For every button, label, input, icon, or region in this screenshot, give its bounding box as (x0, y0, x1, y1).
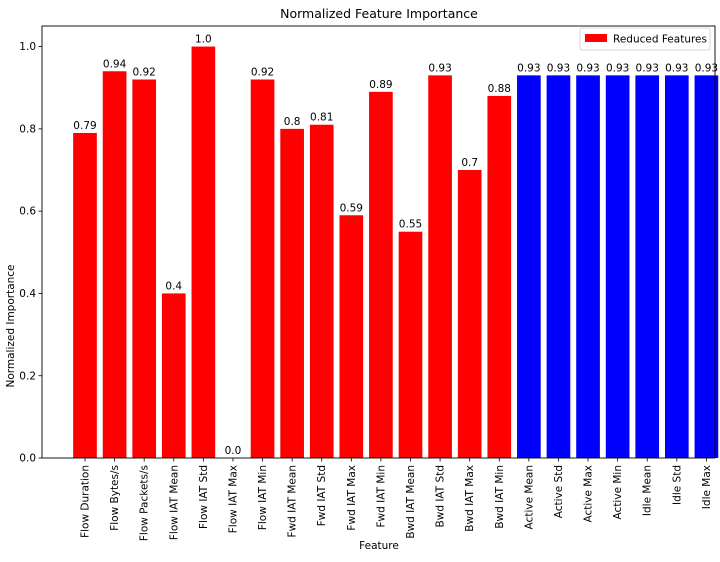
x-tick-label: Active Min (612, 465, 624, 519)
x-tick-label: Flow Bytes/s (109, 465, 121, 531)
bar-value-label: 0.55 (399, 219, 422, 231)
bar-value-label: 0.93 (606, 62, 629, 74)
bar (162, 293, 186, 458)
bar (280, 129, 304, 458)
bar (399, 232, 423, 458)
legend: Reduced Features (580, 28, 710, 50)
bar-value-label: 0.93 (547, 62, 570, 74)
x-tick-label: Flow IAT Max (227, 465, 239, 533)
y-tick-label: 0.4 (19, 288, 36, 300)
bar-value-label: 0.94 (103, 58, 127, 70)
bar (192, 47, 216, 458)
x-tick-label: Bwd IAT Mean (405, 465, 417, 539)
bar-value-label: 0.81 (310, 112, 333, 124)
y-axis: 0.0 0.2 0.4 0.6 0.8 1.0 (19, 41, 42, 464)
bar-value-label: 0.79 (73, 120, 96, 132)
bar (310, 125, 334, 458)
bar-value-label: 0.0 (225, 445, 242, 457)
x-tick-label: Active Std (553, 465, 565, 518)
x-tick-label: Fwd IAT Mean (287, 465, 299, 537)
bar (428, 75, 452, 458)
x-axis: Flow Duration Flow Bytes/s Flow Packets/s F… (80, 458, 720, 541)
bar (517, 75, 541, 458)
x-tick-label: Bwd IAT Std (435, 465, 447, 527)
y-axis-label: Normalized Importance (5, 264, 17, 387)
x-tick-label: Flow Duration (80, 465, 92, 538)
bar-value-label: 0.7 (461, 157, 478, 169)
bar (665, 75, 689, 458)
x-tick-label: Idle Mean (642, 465, 654, 516)
bar-value-label: 0.92 (132, 66, 155, 78)
bars-group (73, 47, 720, 458)
x-tick-label: Idle Max (701, 465, 713, 509)
x-tick-label: Flow IAT Std (198, 465, 210, 529)
bar-value-label: 0.93 (576, 62, 599, 74)
legend-swatch (585, 34, 607, 42)
bar (369, 92, 393, 458)
bar (339, 215, 363, 458)
x-axis-label: Feature (359, 540, 399, 552)
bar-value-label: 0.93 (428, 62, 451, 74)
bar (635, 75, 659, 458)
x-tick-label: Bwd IAT Max (464, 465, 476, 532)
y-tick-label: 1.0 (19, 41, 36, 53)
bar (103, 71, 127, 458)
x-tick-label: Flow Packets/s (139, 465, 151, 541)
x-tick-label: Fwd IAT Std (316, 465, 328, 526)
chart-title: Normalized Feature Importance (280, 6, 478, 21)
bar-value-label: 0.93 (665, 62, 688, 74)
x-tick-label: Flow IAT Min (257, 465, 269, 530)
x-tick-label: Bwd IAT Min (494, 465, 506, 529)
x-tick-label: Active Max (583, 465, 595, 523)
y-tick-label: 0.2 (19, 370, 36, 382)
x-tick-label: Fwd IAT Min (375, 465, 387, 527)
bar (73, 133, 97, 458)
bar-value-label: 0.93 (517, 62, 540, 74)
bar-value-label: 0.92 (251, 66, 274, 78)
bar (606, 75, 630, 458)
bar-value-label: 0.93 (636, 62, 659, 74)
bar-value-label: 0.8 (284, 116, 301, 128)
bar (487, 96, 511, 458)
bar (251, 79, 275, 458)
bar-value-label: 0.89 (369, 79, 392, 91)
bar (547, 75, 571, 458)
y-tick-label: 0.8 (19, 123, 36, 135)
bar-value-label: 0.59 (340, 202, 363, 214)
bar (458, 170, 482, 458)
x-tick-label: Active Mean (523, 465, 535, 529)
x-tick-label: Fwd IAT Max (346, 465, 358, 531)
bar-value-label: 0.4 (165, 280, 182, 292)
bar (132, 79, 156, 458)
x-tick-label: Idle Std (671, 465, 683, 505)
bar-value-label: 0.88 (488, 83, 511, 95)
bar (576, 75, 600, 458)
bar-value-label: 1.0 (195, 34, 212, 46)
x-tick-label: Flow IAT Mean (168, 465, 180, 540)
y-tick-label: 0.6 (19, 206, 36, 218)
legend-label: Reduced Features (613, 34, 707, 46)
y-tick-label: 0.0 (19, 453, 36, 465)
